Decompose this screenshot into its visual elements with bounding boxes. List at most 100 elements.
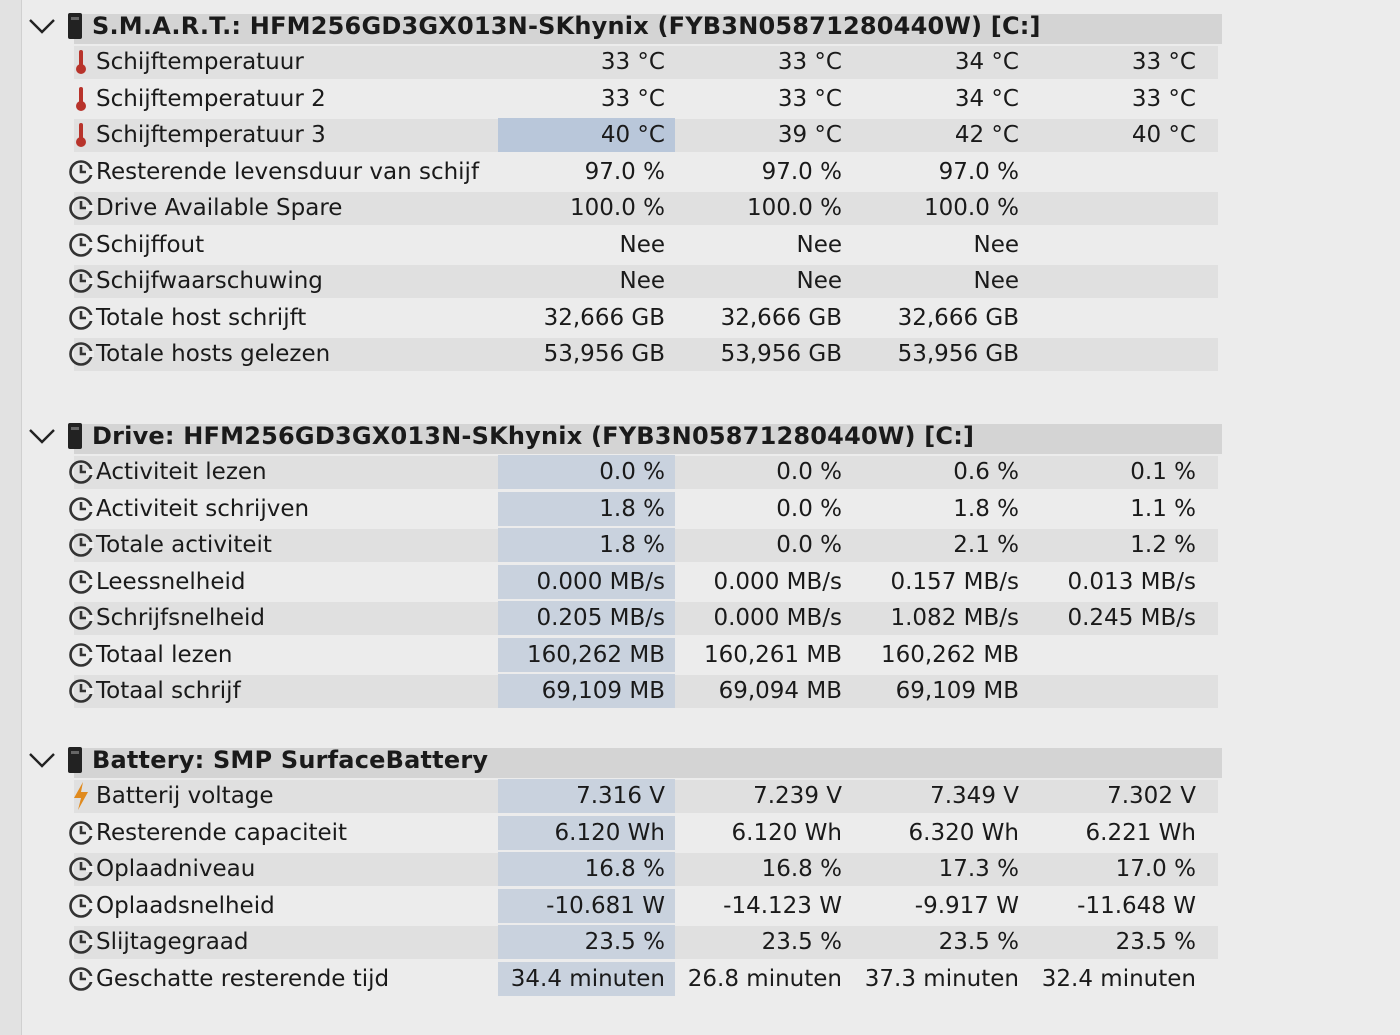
maximum-value: 1.8 % [953, 495, 1019, 522]
current-value: 0.205 MB/s [498, 601, 675, 636]
maximum-value: 7.349 V [930, 783, 1019, 810]
average-value: 33 °C [1131, 49, 1196, 76]
sensor-row[interactable]: Oplaadniveau 16.8 % 16.8 % 17.3 % 17.0 % [22, 851, 1222, 888]
sensor-label: Totaal schrijf [96, 678, 241, 705]
sensor-row[interactable]: Totale activiteit 1.8 % 0.0 % 2.1 % 1.2 % [22, 527, 1222, 564]
maximum-value: 0.157 MB/s [890, 568, 1019, 595]
minimum-value: 100.0 % [746, 195, 842, 222]
thermometer-icon [66, 47, 96, 77]
sensor-row[interactable]: Activiteit schrijven 1.8 % 0.0 % 1.8 % 1.1 % [22, 491, 1222, 528]
sensor-label: Activiteit schrijven [96, 495, 310, 522]
current-value: 16.8 % [498, 852, 675, 887]
sensor-row[interactable]: Schijfwaarschuwing Nee Nee Nee [22, 263, 1222, 300]
sensor-label: Schijftemperatuur 3 [96, 122, 326, 149]
current-value: 6.120 Wh [498, 815, 675, 850]
sensor-row[interactable]: Schijffout Nee Nee Nee [22, 227, 1222, 264]
minimum-value: 33 °C [777, 85, 842, 112]
clock-icon [66, 603, 96, 633]
sensor-label: Oplaadniveau [96, 856, 256, 883]
sensor-row[interactable]: Drive Available Spare 100.0 % 100.0 % 100.0… [22, 190, 1222, 227]
minimum-value: Nee [796, 231, 842, 258]
clock-icon [66, 266, 96, 296]
minimum-value: 16.8 % [761, 856, 842, 883]
clock-icon [66, 303, 96, 333]
minimum-value: 32,666 GB [720, 304, 842, 331]
maximum-value: 6.320 Wh [908, 819, 1019, 846]
average-value: 32.4 minuten [1041, 965, 1196, 992]
sensor-row[interactable]: Totaal lezen 160,262 MB 160,261 MB 160,262 … [22, 637, 1222, 674]
clock-icon [66, 567, 96, 597]
section-header[interactable]: Battery: SMP SurfaceBattery [22, 742, 1222, 778]
sensor-row[interactable]: Totaal schrijf 69,109 MB 69,094 MB 69,109 M… [22, 673, 1222, 710]
minimum-value: Nee [796, 268, 842, 295]
sensor-row[interactable]: Activiteit lezen 0.0 % 0.0 % 0.6 % 0.1 % [22, 454, 1222, 491]
average-value: 40 °C [1131, 122, 1196, 149]
current-value: 23.5 % [498, 925, 675, 960]
maximum-value: 53,956 GB [897, 341, 1019, 368]
clock-icon [66, 891, 96, 921]
sensor-row[interactable]: Resterende levensduur van schijf 97.0 % 97… [22, 154, 1222, 191]
sensor-row[interactable]: Oplaadsnelheid -10.681 W -14.123 W -9.917 W… [22, 888, 1222, 925]
chevron-down-icon[interactable] [22, 11, 62, 41]
chevron-down-icon[interactable] [22, 421, 62, 451]
sensor-row[interactable]: Schijftemperatuur 33 °C 33 °C 34 °C 33 °C [22, 44, 1222, 81]
drive-icon [68, 747, 82, 773]
average-value [1029, 155, 1206, 189]
minimum-value: 53,956 GB [720, 341, 842, 368]
average-value [1029, 638, 1206, 672]
average-value [1029, 191, 1206, 225]
maximum-value: 160,262 MB [880, 641, 1019, 668]
maximum-value: 23.5 % [938, 929, 1019, 956]
sensor-row[interactable]: Totale host schrijft 32,666 GB 32,666 GB 32… [22, 300, 1222, 337]
sensor-label: Resterende capaciteit [96, 819, 348, 846]
minimum-value: 69,094 MB [718, 678, 842, 705]
section-battery: Battery: SMP SurfaceBattery Batterij volt… [22, 742, 1222, 997]
sensor-row[interactable]: Slijtagegraad 23.5 % 23.5 % 23.5 % 23.5 % [22, 924, 1222, 961]
maximum-value: 34 °C [954, 49, 1019, 76]
current-value: 1.8 % [498, 491, 675, 526]
average-value: 0.1 % [1130, 459, 1196, 486]
average-value: 17.0 % [1115, 856, 1196, 883]
sensor-row[interactable]: Batterij voltage 7.316 V 7.239 V 7.349 V 7.3… [22, 778, 1222, 815]
average-value: 6.221 Wh [1085, 819, 1196, 846]
sensor-label: Totale hosts gelezen [96, 341, 331, 368]
sensor-label: Schijffout [96, 231, 205, 258]
current-value: 160,262 MB [498, 637, 675, 672]
clock-icon [66, 339, 96, 369]
chevron-down-icon[interactable] [22, 745, 62, 775]
clock-icon [66, 818, 96, 848]
current-value: 1.8 % [498, 528, 675, 563]
maximum-value: 0.6 % [953, 459, 1019, 486]
clock-icon [66, 676, 96, 706]
clock-icon [66, 640, 96, 670]
current-value: 53,956 GB [543, 341, 665, 368]
average-value [1029, 301, 1206, 335]
current-value: 34.4 minuten [498, 961, 675, 996]
average-value: -11.648 W [1077, 892, 1196, 919]
sensor-row[interactable]: Totale hosts gelezen 53,956 GB 53,956 GB 53… [22, 336, 1222, 373]
maximum-value: Nee [973, 231, 1019, 258]
sensor-row[interactable]: Schijftemperatuur 3 40 °C 39 °C 42 °C 40 °C [22, 117, 1222, 154]
sensor-row[interactable]: Schrijfsnelheid 0.205 MB/s 0.000 MB/s 1.082… [22, 600, 1222, 637]
section-title: Drive: HFM256GD3GX013N-SKhynix (FYB3N058… [92, 422, 975, 450]
minimum-value: 7.239 V [753, 783, 842, 810]
section-title: S.M.A.R.T.: HFM256GD3GX013N-SKhynix (FYB… [92, 12, 1041, 40]
maximum-value: 42 °C [954, 122, 1019, 149]
minimum-value: 39 °C [777, 122, 842, 149]
sensor-row[interactable]: Resterende capaciteit 6.120 Wh 6.120 Wh 6.3… [22, 815, 1222, 852]
sensor-row[interactable]: Schijftemperatuur 2 33 °C 33 °C 34 °C 33 °C [22, 81, 1222, 118]
average-value: 1.2 % [1130, 532, 1196, 559]
sensor-row[interactable]: Leessnelheid 0.000 MB/s 0.000 MB/s 0.157 MB… [22, 564, 1222, 601]
sensor-label: Batterij voltage [96, 783, 274, 810]
sensor-label: Oplaadsnelheid [96, 892, 275, 919]
current-value: 33 °C [600, 85, 665, 112]
current-value: 0.000 MB/s [498, 564, 675, 599]
current-value: 100.0 % [569, 195, 665, 222]
current-value: 40 °C [498, 118, 675, 153]
minimum-value: 97.0 % [761, 158, 842, 185]
section-header[interactable]: S.M.A.R.T.: HFM256GD3GX013N-SKhynix (FYB… [22, 8, 1222, 44]
sensor-row[interactable]: Geschatte resterende tijd 34.4 minuten 26.… [22, 961, 1222, 998]
section-header[interactable]: Drive: HFM256GD3GX013N-SKhynix (FYB3N058… [22, 418, 1222, 454]
minimum-value: 0.000 MB/s [713, 605, 842, 632]
average-value: 1.1 % [1130, 495, 1196, 522]
